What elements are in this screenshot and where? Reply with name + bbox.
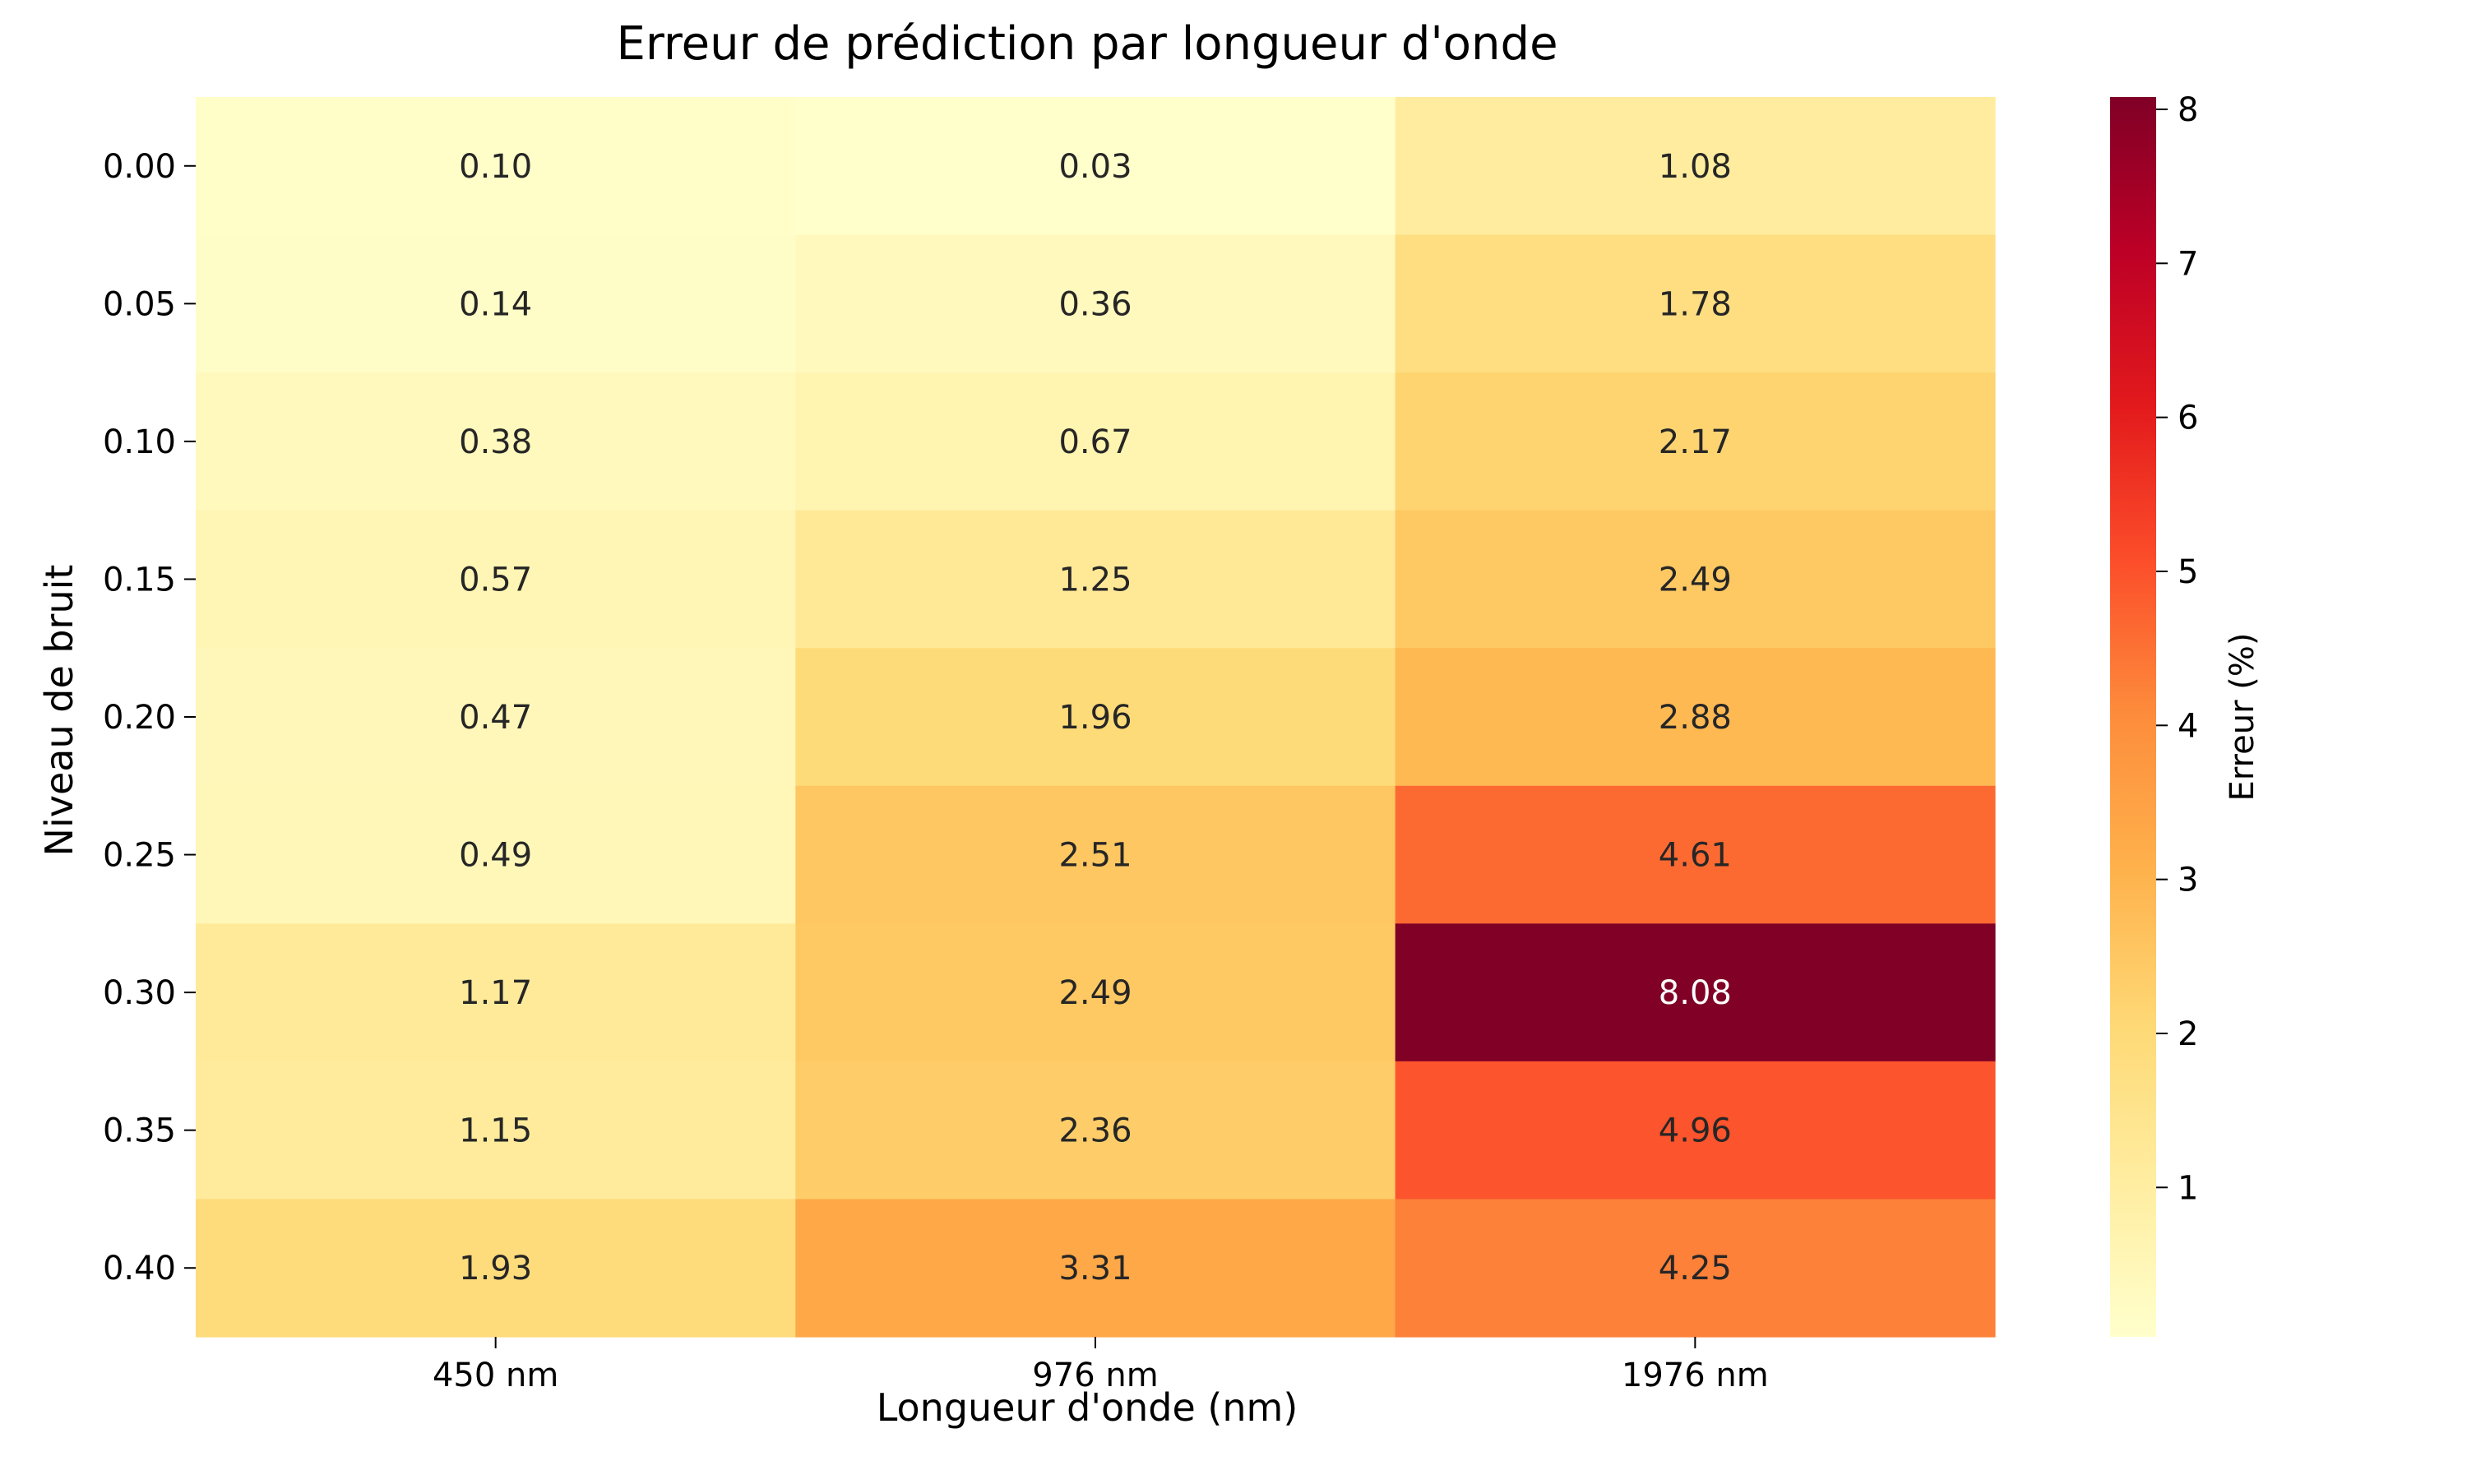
colorbar — [2110, 97, 2156, 1337]
heatmap-cell-label: 0.36 — [1058, 285, 1132, 323]
heatmap-cell — [795, 97, 1396, 236]
heatmap-cell-label: 2.49 — [1659, 561, 1732, 599]
heatmap-cell-label: 1.08 — [1659, 148, 1732, 186]
heatmap-cell-label: 1.25 — [1058, 561, 1132, 599]
heatmap-cell-label: 2.36 — [1058, 1112, 1132, 1150]
x-tick-label: 1976 nm — [1622, 1357, 1769, 1394]
heatmap-cell — [795, 1199, 1396, 1338]
y-tick-label: 0.05 — [103, 285, 176, 323]
heatmap-cell — [196, 648, 796, 787]
x-axis-label: Longueur d'onde (nm) — [877, 1385, 1298, 1430]
heatmap-cell-label: 0.67 — [1058, 423, 1132, 461]
heatmap-cell-label: 1.15 — [459, 1112, 532, 1150]
y-tick-label: 0.15 — [103, 561, 176, 599]
heatmap-cell-label: 0.10 — [459, 148, 532, 186]
heatmap-cell — [1395, 510, 1996, 649]
heatmap-cell — [196, 372, 796, 511]
heatmap-cell-label: 0.57 — [459, 561, 532, 599]
colorbar-tick-label: 5 — [2178, 553, 2198, 591]
heatmap-cell-label: 2.17 — [1659, 423, 1732, 461]
heatmap-cell-label: 8.08 — [1659, 974, 1732, 1012]
y-tick-label: 0.40 — [103, 1250, 176, 1288]
y-tick-label: 0.30 — [103, 974, 176, 1012]
heatmap-cell-label: 1.17 — [459, 974, 532, 1012]
heatmap-cell — [795, 234, 1396, 373]
heatmap-cell-label: 2.49 — [1058, 974, 1132, 1012]
heatmap-cell — [795, 923, 1396, 1062]
heatmap-cell — [196, 1199, 796, 1338]
heatmap-cell-labels: 0.10 0.03 1.08 0.14 0.36 1.78 0.38 0.67 2.17 0.57… — [459, 148, 1732, 1288]
colorbar-tick-label: 2 — [2178, 1015, 2198, 1053]
heatmap-cell-label: 1.78 — [1659, 285, 1732, 323]
heatmap-cell — [1395, 648, 1996, 787]
heatmap-cell — [196, 923, 796, 1062]
colorbar-tick-label: 6 — [2178, 400, 2198, 437]
y-tick-label: 0.35 — [103, 1112, 176, 1150]
heatmap-cell-label: 0.03 — [1058, 148, 1132, 186]
heatmap-cell — [196, 97, 796, 236]
y-tick-label: 0.00 — [103, 148, 176, 186]
heatmap-cell-label: 1.93 — [459, 1250, 532, 1288]
heatmap-cell — [795, 648, 1396, 787]
heatmap-cell-label: 2.88 — [1659, 699, 1732, 737]
x-tick-label: 450 nm — [433, 1357, 558, 1394]
heatmap-cell — [1395, 1061, 1996, 1200]
x-axis: 450 nm 976 nm 1976 nm — [433, 1337, 1769, 1394]
heatmap-cell — [196, 510, 796, 649]
chart-title: Erreur de prédiction par longueur d'onde — [616, 17, 1557, 71]
heatmap-cell — [196, 1061, 796, 1200]
heatmap-cell — [1395, 97, 1996, 236]
heatmap-cell — [795, 785, 1396, 924]
colorbar-tick-label: 8 — [2178, 91, 2198, 129]
heatmap-cell — [1395, 372, 1996, 511]
colorbar-tick-label: 4 — [2178, 707, 2198, 745]
colorbar-ticks: 1 2 3 4 5 6 7 8 — [2156, 91, 2198, 1207]
heatmap-cell-label: 0.38 — [459, 423, 532, 461]
heatmap-cell-label: 4.96 — [1659, 1112, 1732, 1150]
y-axis-label: Niveau de bruit — [37, 565, 81, 857]
heatmap-cell-label: 2.51 — [1058, 837, 1132, 875]
heatmap-cell-label: 0.49 — [459, 837, 532, 875]
y-axis: 0.00 0.05 0.10 0.15 0.20 0.25 0.30 0.35 0.40 — [103, 148, 196, 1288]
colorbar-label: Erreur (%) — [2224, 633, 2261, 802]
y-tick-label: 0.10 — [103, 423, 176, 461]
heatmap-cell-label: 3.31 — [1058, 1250, 1132, 1288]
y-tick-label: 0.25 — [103, 837, 176, 875]
heatmap-cell — [196, 785, 796, 924]
colorbar-tick-label: 3 — [2178, 862, 2198, 899]
heatmap-cell — [1395, 1199, 1996, 1338]
heatmap-cell — [795, 1061, 1396, 1200]
heatmap-cell — [1395, 923, 1996, 1062]
heatmap-cell-label: 4.25 — [1659, 1250, 1732, 1288]
heatmap-cells — [196, 97, 1996, 1338]
heatmap-cell — [1395, 234, 1996, 373]
heatmap-cell — [196, 234, 796, 373]
heatmap-cell-label: 4.61 — [1659, 837, 1732, 875]
heatmap-cell — [1395, 785, 1996, 924]
y-tick-label: 0.20 — [103, 699, 176, 737]
colorbar-tick-label: 1 — [2178, 1169, 2198, 1207]
heatmap-cell-label: 1.96 — [1058, 699, 1132, 737]
heatmap-cell — [795, 372, 1396, 511]
heatmap-cell-label: 0.47 — [459, 699, 532, 737]
x-tick-label: 976 nm — [1032, 1357, 1158, 1394]
heatmap-cell-label: 0.14 — [459, 285, 532, 323]
colorbar-tick-label: 7 — [2178, 245, 2198, 283]
heatmap-cell — [795, 510, 1396, 649]
